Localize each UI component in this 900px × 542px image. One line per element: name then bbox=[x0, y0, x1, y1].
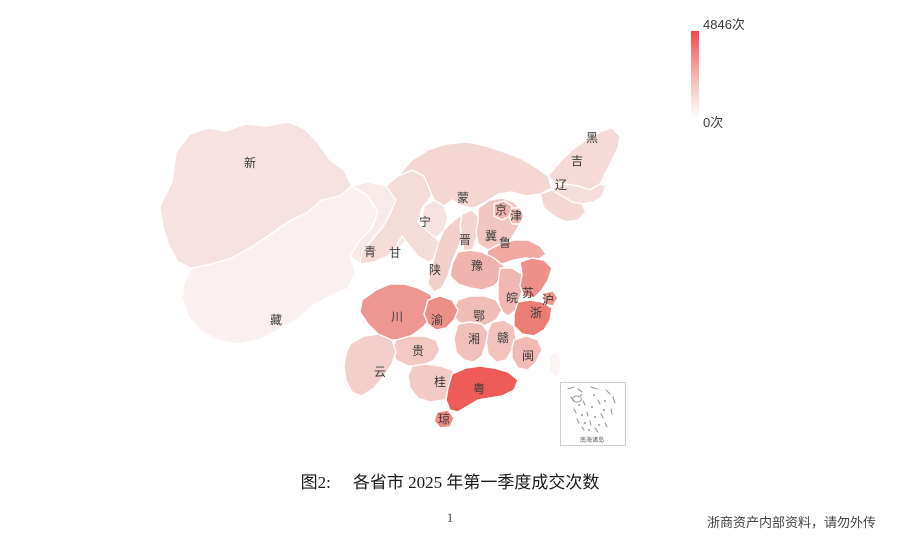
region-meng bbox=[397, 141, 553, 209]
region-e bbox=[451, 295, 503, 327]
figure-caption: 图2: 各省市 2025 年第一季度成交次数 bbox=[0, 468, 900, 493]
region-label-tian: 津 bbox=[509, 209, 523, 223]
region-su bbox=[519, 257, 553, 299]
region-label-zang: 藏 bbox=[269, 313, 283, 327]
region-label-ning: 宁 bbox=[418, 215, 432, 229]
color-scale-legend: 4846次 0次 bbox=[686, 14, 756, 134]
region-label-ji: 冀 bbox=[484, 229, 498, 243]
region-qiong bbox=[433, 409, 455, 429]
region-label-su: 苏 bbox=[521, 286, 535, 300]
region-label-wan: 皖 bbox=[505, 291, 519, 305]
region-label-yue: 粤 bbox=[472, 382, 486, 396]
region-label-jin: 晋 bbox=[458, 233, 472, 247]
region-tian bbox=[508, 207, 525, 225]
region-label-chuan: 川 bbox=[390, 310, 404, 324]
region-label-lu: 鲁 bbox=[498, 236, 512, 250]
south-china-sea-inset-svg bbox=[567, 386, 616, 433]
region-label-yun: 云 bbox=[373, 365, 387, 379]
region-yu2 bbox=[423, 295, 459, 331]
region-label-yu2: 渝 bbox=[430, 313, 444, 327]
inset-label: 南海诸岛 bbox=[579, 438, 604, 444]
region-min bbox=[511, 335, 543, 371]
region-label-min: 闽 bbox=[521, 349, 535, 363]
region-label-gan2: 赣 bbox=[496, 331, 510, 345]
south-china-sea-inset: 南海诸岛 bbox=[560, 382, 626, 446]
figure-number: 图2: bbox=[300, 473, 331, 492]
region-label-xiang: 湘 bbox=[467, 332, 481, 346]
region-label-hei: 黑 bbox=[585, 131, 599, 145]
region-label-gui2: 桂 bbox=[433, 375, 447, 389]
region-label-hu: 沪 bbox=[541, 293, 555, 307]
region-label-e: 鄂 bbox=[472, 309, 486, 323]
region-label-jing: 京 bbox=[494, 203, 508, 217]
region-hu bbox=[542, 290, 559, 307]
legend-gradient-bar bbox=[691, 31, 699, 117]
legend-max-label: 4846次 bbox=[703, 17, 745, 32]
page-number: 1 bbox=[446, 510, 454, 525]
region-label-meng: 蒙 bbox=[456, 191, 470, 205]
region-taiwan bbox=[548, 351, 562, 379]
region-label-qiong: 琼 bbox=[437, 412, 451, 426]
region-liao bbox=[539, 189, 587, 223]
region-label-qing: 青 bbox=[363, 245, 377, 259]
region-label-xin: 新 bbox=[243, 156, 257, 170]
region-label-gan: 甘 bbox=[388, 246, 402, 260]
china-map-svg bbox=[159, 121, 621, 429]
china-choropleth-map: 新 藏 青 甘 宁 蒙 陕 晋 冀 京 津 鲁 豫 黑 吉 辽 皖 苏 沪 浙 … bbox=[159, 14, 756, 446]
region-yun bbox=[343, 333, 397, 397]
legend-min-label: 0次 bbox=[703, 115, 724, 130]
region-label-shan: 陕 bbox=[428, 263, 442, 277]
region-yu bbox=[449, 249, 505, 291]
footer-confidentiality-note: 浙商资产内部资料，请勿外传 bbox=[706, 515, 876, 530]
region-zhe bbox=[513, 299, 553, 337]
region-yue bbox=[445, 365, 519, 413]
region-label-yu: 豫 bbox=[470, 259, 484, 273]
figure-title: 各省市 2025 年第一季度成交次数 bbox=[352, 473, 600, 492]
region-label-liao: 辽 bbox=[554, 178, 568, 192]
region-label-gui: 贵 bbox=[411, 344, 425, 358]
region-label-zhe: 浙 bbox=[529, 306, 543, 320]
region-label-ji2: 吉 bbox=[570, 154, 584, 168]
region-xiang bbox=[453, 321, 489, 363]
